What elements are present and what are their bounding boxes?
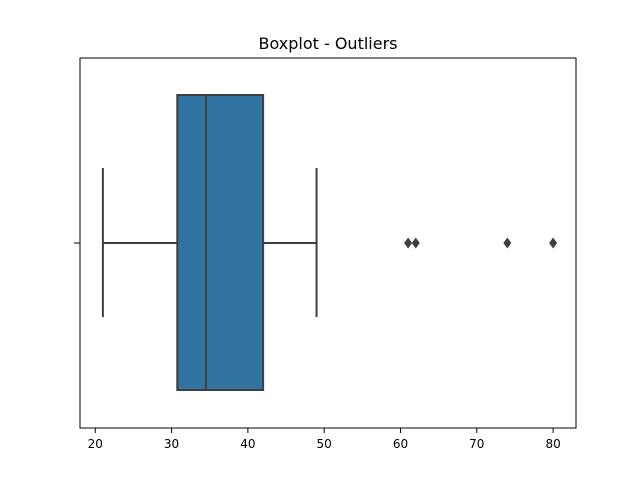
outlier-point	[549, 237, 558, 249]
x-tick-label: 20	[88, 437, 103, 451]
iqr-box	[176, 94, 265, 391]
plot-area	[101, 94, 558, 391]
x-axis: 20 30 40 50 60 70 80	[88, 428, 561, 451]
x-tick-label: 70	[469, 437, 484, 451]
x-tick-label: 30	[164, 437, 179, 451]
x-tick-label: 40	[240, 437, 255, 451]
chart-title: Boxplot - Outliers	[258, 34, 397, 53]
outlier-point	[503, 237, 512, 249]
x-tick-label: 60	[393, 437, 408, 451]
outlier-point	[404, 237, 413, 249]
outlier-point	[411, 237, 420, 249]
x-tick-label: 80	[545, 437, 560, 451]
x-tick-label: 50	[317, 437, 332, 451]
